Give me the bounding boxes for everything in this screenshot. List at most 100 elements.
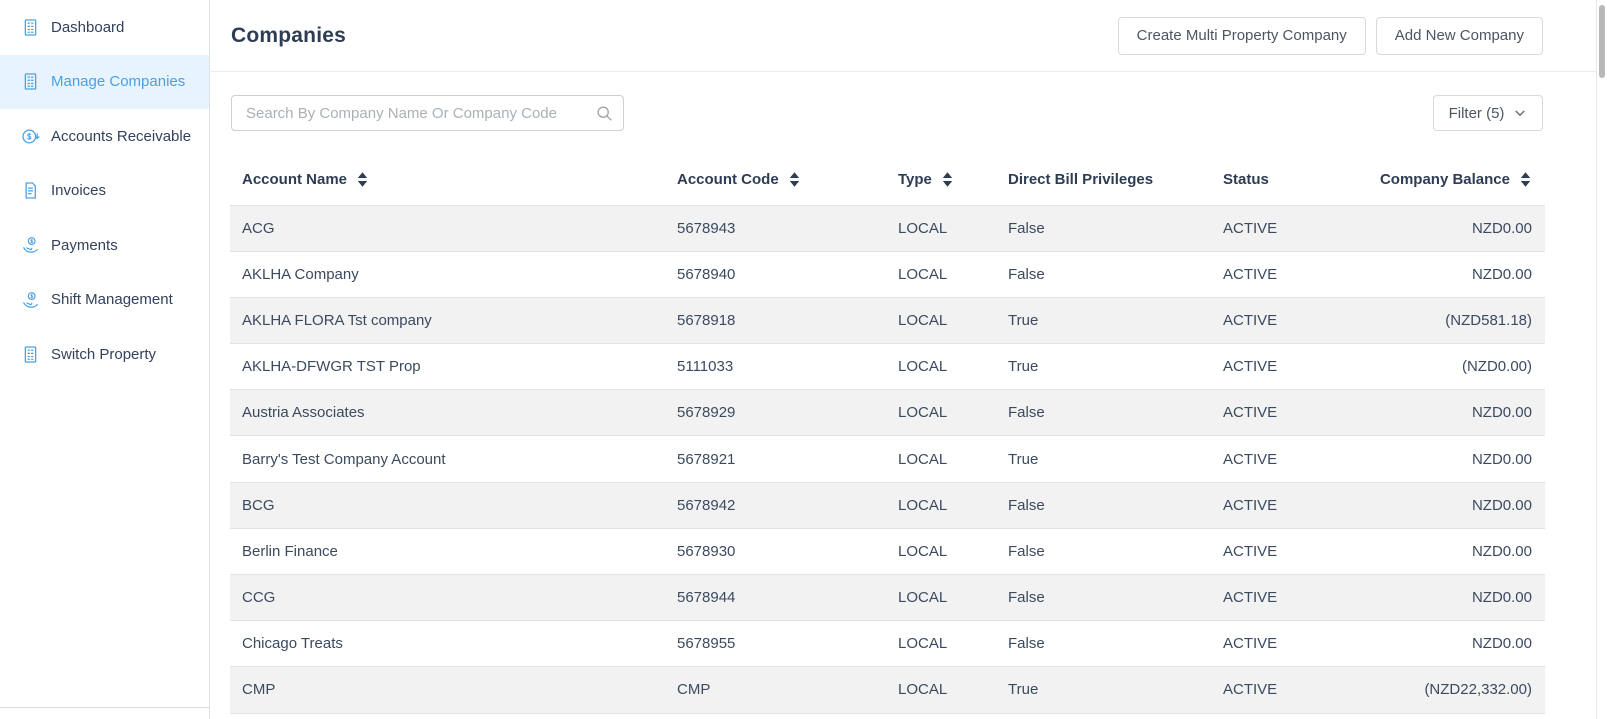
cell-company-balance: NZD0.00 [1471,496,1532,514]
table-row[interactable]: Chicago Treats 5678955 LOCAL False ACTIV… [230,620,1545,667]
cell-type: LOCAL [898,358,948,376]
sidebar-item-label: Shift Management [51,291,173,309]
sidebar-item-dashboard[interactable]: Dashboard [0,0,209,55]
hand-coin-icon [21,236,40,255]
page-header: Companies Create Multi Property Company … [210,0,1596,72]
cell-status: ACTIVE [1223,542,1278,560]
dollar-circle-icon [21,127,40,146]
cell-company-balance: NZD0.00 [1471,404,1532,422]
vertical-scrollbar-thumb[interactable] [1599,5,1605,78]
table-row[interactable]: Austria Associates 5678929 LOCAL False A… [230,389,1545,436]
column-header-company-balance[interactable]: Company Balance [1380,155,1545,205]
cell-company-balance: NZD0.00 [1471,219,1532,237]
cell-direct-bill-privileges: False [1008,265,1045,283]
sidebar-item-label: Invoices [51,182,107,200]
cell-type: LOCAL [898,404,948,422]
cell-type: LOCAL [898,635,948,653]
sort-icon [789,172,799,188]
cell-account-name: CMP [242,681,276,699]
table-body: ACG 5678943 LOCAL False ACTIVE NZD0.00 A… [230,205,1545,714]
column-label: Account Name [242,171,348,189]
cell-company-balance: NZD0.00 [1471,542,1532,560]
page-title: Companies [231,23,346,47]
cell-account-name: CCG [242,589,276,607]
column-header-account-code[interactable]: Account Code [677,155,898,205]
cell-company-balance: (NZD0.00) [1461,358,1532,376]
companies-table-wrap: Account Name Account Code Type [210,131,1596,714]
sidebar-bottom-divider [0,707,213,708]
cell-account-code: 5111033 [677,358,734,376]
sort-icon [942,172,953,188]
search-icon [595,104,613,122]
search-input[interactable] [231,95,624,131]
table-row[interactable]: ACG 5678943 LOCAL False ACTIVE NZD0.00 [230,205,1545,252]
cell-account-code: 5678942 [677,496,736,514]
table-row[interactable]: AKLHA-DFWGR TST Prop 5111033 LOCAL True … [230,343,1545,390]
cell-direct-bill-privileges: False [1008,496,1045,514]
cell-direct-bill-privileges: True [1008,681,1039,699]
sidebar-item-invoices[interactable]: Invoices [0,164,209,219]
sidebar-item-switch-property[interactable]: Switch Property [0,327,209,382]
sidebar-item-label: Payments [51,236,118,254]
building-icon [21,18,40,37]
cell-account-code: 5678940 [677,265,736,283]
header-actions: Create Multi Property Company Add New Co… [1117,16,1543,55]
cell-account-name: Austria Associates [242,404,365,422]
cell-company-balance: (NZD581.18) [1445,311,1532,329]
cell-type: LOCAL [898,219,948,237]
sidebar-item-manage-companies[interactable]: Manage Companies [0,54,209,109]
table-row[interactable]: AKLHA Company 5678940 LOCAL False ACTIVE… [230,251,1545,297]
cell-direct-bill-privileges: True [1008,311,1039,329]
cell-company-balance: NZD0.00 [1471,450,1532,468]
sidebar-item-payments[interactable]: Payments [0,218,209,273]
cell-company-balance: (NZD22,332.00) [1424,681,1532,699]
cell-type: LOCAL [898,681,948,699]
toolbar: Filter (5) [210,72,1596,131]
cell-status: ACTIVE [1223,589,1278,607]
hand-coin-icon [21,290,40,309]
sidebar-item-label: Manage Companies [51,73,186,91]
cell-account-code: CMP [677,681,711,699]
cell-account-code: 5678944 [677,589,736,607]
sidebar-item-label: Dashboard [51,18,125,36]
table-row[interactable]: CMP CMP LOCAL True ACTIVE (NZD22,332.00) [230,666,1545,714]
cell-account-code: 5678921 [677,450,736,468]
cell-status: ACTIVE [1223,311,1278,329]
cell-direct-bill-privileges: True [1008,450,1039,468]
sidebar-item-accounts-receivable[interactable]: Accounts Receivable [0,109,209,164]
sidebar-item-shift-management[interactable]: Shift Management [0,273,209,328]
add-new-company-button[interactable]: Add New Company [1375,16,1543,55]
invoice-icon [21,181,40,200]
cell-account-name: AKLHA Company [242,265,359,283]
cell-status: ACTIVE [1223,219,1278,237]
filter-button[interactable]: Filter (5) [1433,95,1543,131]
column-label: Type [898,171,932,189]
cell-status: ACTIVE [1223,681,1278,699]
vertical-scrollbar-track[interactable] [1596,0,1607,719]
column-header-status: Status [1223,155,1395,205]
sidebar-item-label: Accounts Receivable [51,127,192,145]
cell-direct-bill-privileges: False [1008,542,1045,560]
cell-account-code: 5678918 [677,311,736,329]
chevron-down-icon [1513,106,1527,120]
building-icon [21,345,40,364]
cell-status: ACTIVE [1223,358,1278,376]
column-header-type[interactable]: Type [898,155,1008,205]
cell-account-code: 5678955 [677,635,736,653]
cell-type: LOCAL [898,496,948,514]
table-row[interactable]: CCG 5678944 LOCAL False ACTIVE NZD0.00 [230,574,1545,621]
table-row[interactable]: Berlin Finance 5678930 LOCAL False ACTIV… [230,528,1545,574]
table-row[interactable]: Barry's Test Company Account 5678921 LOC… [230,435,1545,482]
column-header-account-name[interactable]: Account Name [230,155,677,205]
cell-account-code: 5678943 [677,219,736,237]
cell-company-balance: NZD0.00 [1471,265,1532,283]
cell-company-balance: NZD0.00 [1471,589,1532,607]
cell-account-name: BCG [242,496,275,514]
create-multi-property-company-button[interactable]: Create Multi Property Company [1117,16,1366,55]
cell-account-name: Barry's Test Company Account [242,450,446,468]
cell-account-code: 5678929 [677,404,736,422]
main-content: Companies Create Multi Property Company … [210,0,1596,719]
table-row[interactable]: BCG 5678942 LOCAL False ACTIVE NZD0.00 [230,482,1545,529]
cell-type: LOCAL [898,542,948,560]
table-row[interactable]: AKLHA FLORA Tst company 5678918 LOCAL Tr… [230,297,1545,344]
